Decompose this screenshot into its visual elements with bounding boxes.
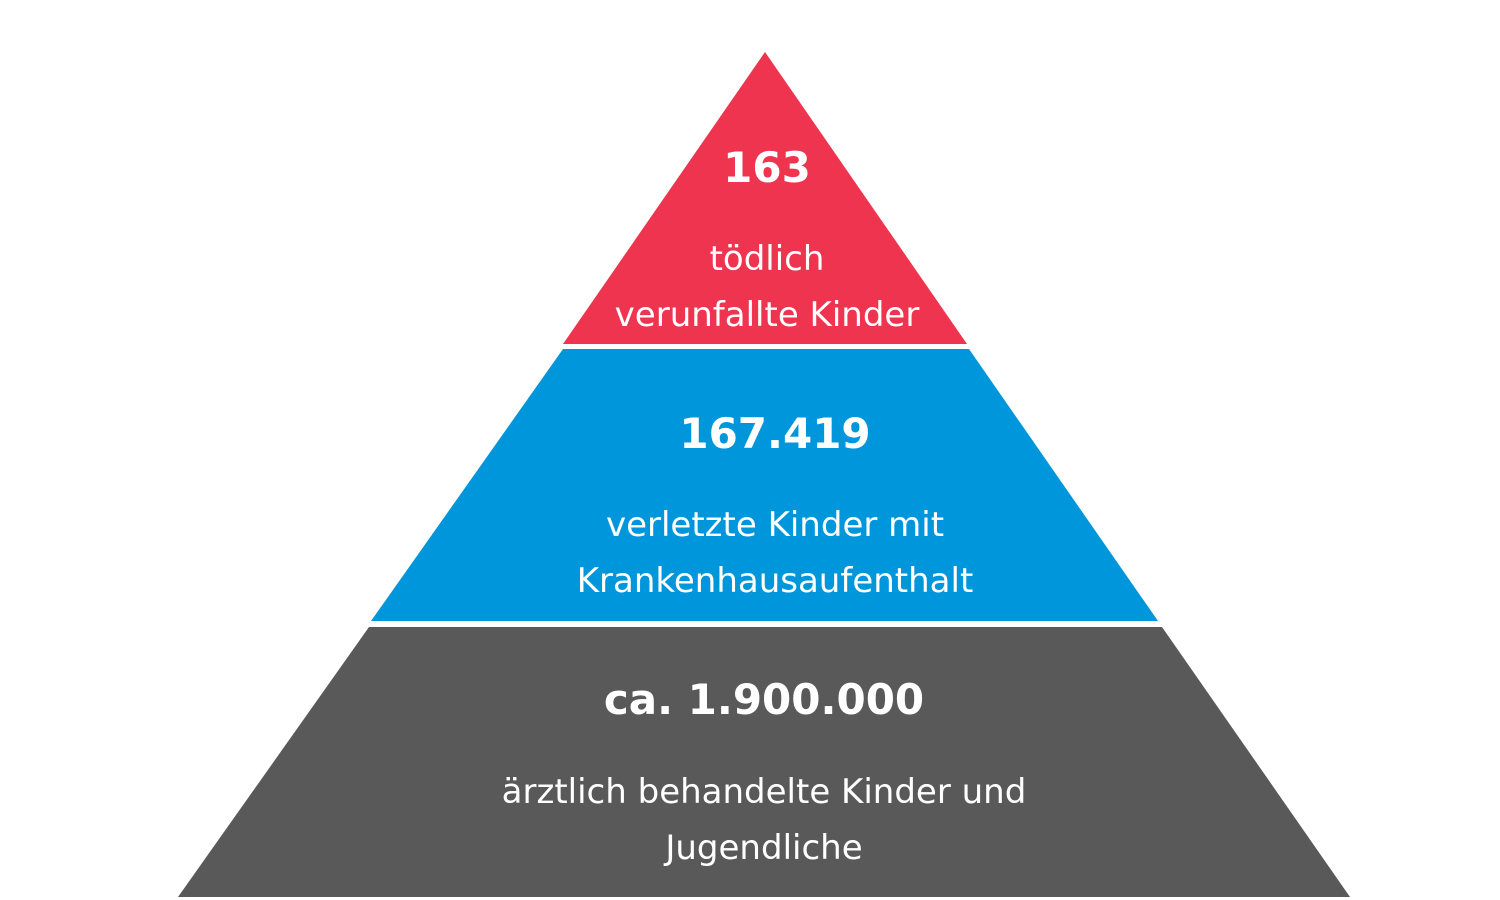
- tier-middle-label-line2: Krankenhausaufenthalt: [577, 561, 974, 601]
- tier-middle-number: 167.419: [679, 409, 870, 458]
- tier-bottom-label-line2: Jugendliche: [663, 828, 862, 868]
- tier-top-number: 163: [723, 143, 811, 192]
- tier-top-label-line2: verunfallte Kinder: [615, 295, 920, 335]
- pyramid-tier-bottom: ca. 1.900.000 ärztlich behandelte Kinder…: [178, 627, 1350, 897]
- pyramid-tier-top-shape: [563, 52, 967, 344]
- pyramid-tier-bottom-shape: [178, 627, 1350, 897]
- tier-top-label-line1: tödlich: [710, 239, 825, 279]
- pyramid-tier-middle-shape: [371, 349, 1158, 621]
- pyramid-tier-top: 163 tödlich verunfallte Kinder: [563, 52, 967, 344]
- tier-bottom-label-line1: ärztlich behandelte Kinder und: [502, 772, 1027, 812]
- pyramid-tier-middle: 167.419 verletzte Kinder mit Krankenhaus…: [371, 349, 1158, 621]
- tier-bottom-number: ca. 1.900.000: [604, 675, 924, 724]
- tier-middle-label-line1: verletzte Kinder mit: [606, 505, 944, 545]
